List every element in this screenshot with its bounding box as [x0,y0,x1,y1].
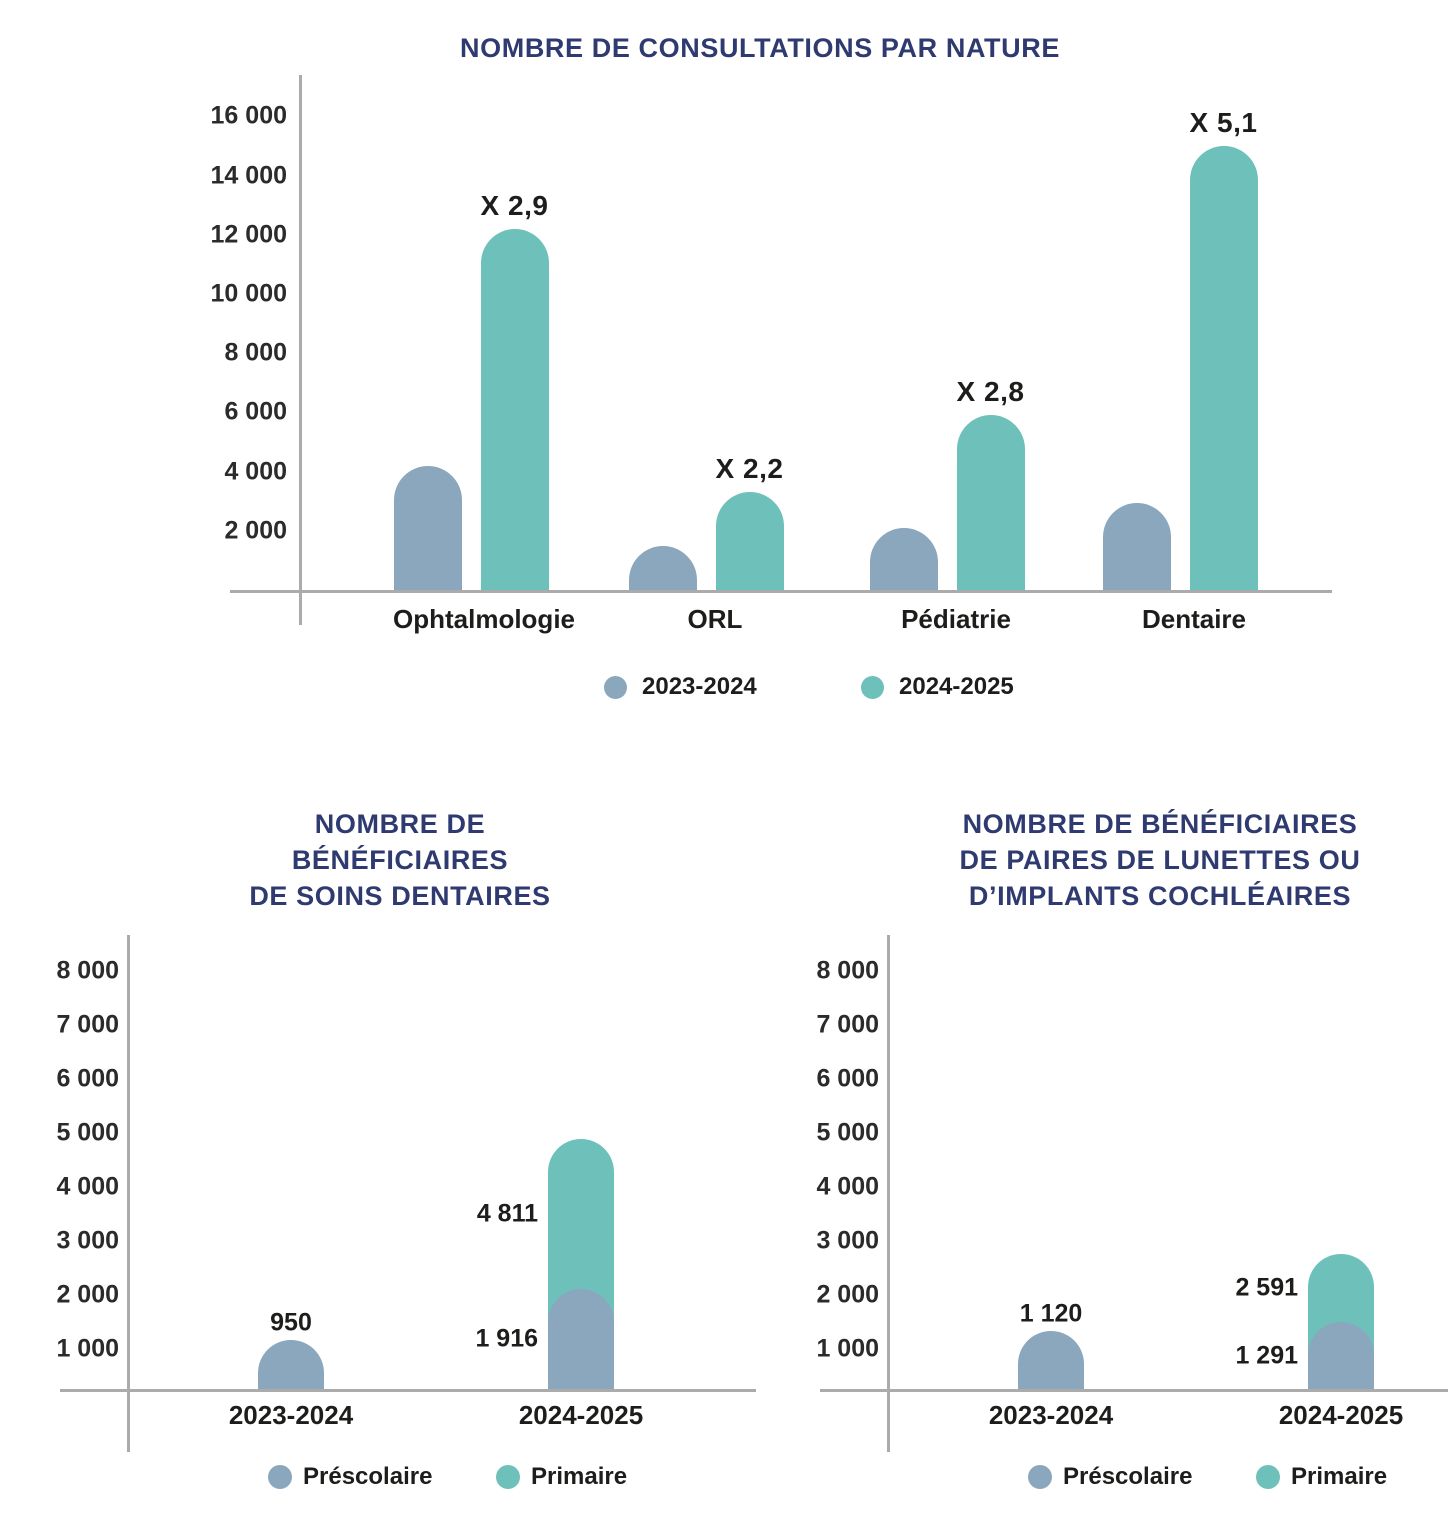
category-label-orl: ORL [687,604,743,634]
chart-title-line: NOMBRE DE CONSULTATIONS PAR NATURE [460,33,1060,63]
legend-label-prescolaire: Préscolaire [1063,1463,1193,1490]
legend-swatch-prescolaire [1028,1465,1052,1489]
x-axis-line [60,1389,756,1392]
x-axis-line [230,590,1332,593]
y-tick-label: 7 000 [56,1010,119,1039]
y-axis-line [299,75,302,625]
legend-item-2024-2025: 2024-2025 [861,673,1014,701]
legend-label-prescolaire: Préscolaire [303,1463,433,1490]
legend-label-2023-2024: 2023-2024 [642,673,757,700]
chart-title-consultations: NOMBRE DE CONSULTATIONS PAR NATURE [65,30,1455,66]
bar-pediatrie-2023-2024 [869,528,938,590]
category-label-2023-2024: 2023-2024 [988,1400,1114,1430]
y-tick-label: 2 000 [56,1280,119,1309]
legend-item-prescolaire-right: Préscolaire [1028,1463,1192,1491]
y-tick-label: 2 000 [816,1280,879,1309]
y-tick-label: 8 000 [56,956,119,985]
legend-swatch-2024-2025 [861,675,884,699]
y-tick-label: 8 000 [816,956,879,985]
legend-item-2023-2024: 2023-2024 [604,673,757,701]
multiplier-label-pediatrie: X 2,8 [956,376,1025,407]
y-tick-label: 1 000 [816,1334,879,1363]
chart-title-line: NOMBRE DE BÉNÉFICIAIRES [962,809,1358,839]
y-tick-label: 4 000 [816,1172,879,1201]
bar-orl-2023-2024 [628,546,697,590]
bar-dentaire-2023-2024 [1102,503,1171,590]
legend-swatch-primaire [1256,1465,1280,1489]
bar-orl-2024-2025 [715,492,784,590]
chart-title-lunettes-implants: NOMBRE DE BÉNÉFICIAIRES DE PAIRES DE LUN… [865,806,1455,914]
legend-label-primaire: Primaire [1291,1463,1388,1490]
y-tick-label: 1 000 [56,1334,119,1363]
legend-item-prescolaire-left: Préscolaire [268,1463,432,1491]
chart-title-line: D’IMPLANTS COCHLÉAIRES [968,881,1352,911]
multiplier-label-orl: X 2,2 [715,453,784,484]
bar-2023-2024-prescolaire [1018,1331,1084,1389]
legend-item-primaire-left: Primaire [496,1463,627,1491]
y-axis-line [887,935,890,1452]
value-label-prescolaire-2024-2025: 1 916 [475,1324,538,1353]
y-tick-label: 8 000 [224,338,287,367]
category-label-ophtalmologie: Ophtalmologie [393,604,575,634]
bar-2024-2025-prescolaire [548,1289,614,1389]
value-label-primaire-2024-2025: 4 811 [476,1199,538,1228]
legend-label-primaire: Primaire [531,1463,628,1490]
legend-label-2024-2025: 2024-2025 [899,673,1014,700]
y-tick-label: 3 000 [56,1226,119,1255]
y-tick-label: 12 000 [210,220,287,249]
y-tick-label: 16 000 [210,101,287,130]
y-tick-label: 6 000 [224,397,287,426]
y-tick-label: 2 000 [224,516,287,545]
y-tick-label: 3 000 [816,1226,879,1255]
category-label-2024-2025: 2024-2025 [518,1400,644,1430]
y-tick-label: 4 000 [56,1172,119,1201]
legend-swatch-prescolaire [268,1465,292,1489]
category-label-2024-2025: 2024-2025 [1278,1400,1404,1430]
y-axis-line [127,935,130,1452]
y-tick-label: 4 000 [224,457,287,486]
chart-title-line: DE PAIRES DE LUNETTES OU [959,845,1361,875]
bar-2023-2024-prescolaire [258,1340,324,1389]
y-tick-label: 6 000 [816,1064,879,1093]
multiplier-label-dentaire: X 5,1 [1189,107,1258,138]
legend-swatch-2023-2024 [604,675,627,699]
category-label-2023-2024: 2023-2024 [228,1400,354,1430]
y-tick-label: 14 000 [210,161,287,190]
value-label-primaire-2024-2025: 2 591 [1235,1273,1298,1302]
bar-ophtalmologie-2023-2024 [393,466,462,590]
bar-2024-2025-prescolaire [1308,1322,1374,1389]
chart-title-soins-dentaires: NOMBRE DE BÉNÉFICIAIRES DE SOINS DENTAIR… [0,806,800,914]
category-label-pediatrie: Pédiatrie [901,604,1011,634]
value-label-prescolaire-2024-2025: 1 291 [1235,1341,1298,1369]
value-label-prescolaire-2023-2024: 1 120 [1019,1299,1083,1328]
legend-swatch-primaire [496,1465,520,1489]
y-tick-label: 5 000 [816,1118,879,1147]
category-label-dentaire: Dentaire [1141,604,1247,634]
value-label-prescolaire-2023-2024: 950 [270,1308,312,1337]
y-tick-label: 5 000 [56,1118,119,1147]
bar-dentaire-2024-2025 [1189,146,1258,590]
bar-pediatrie-2024-2025 [956,415,1025,590]
y-tick-label: 6 000 [56,1064,119,1093]
chart-title-line: NOMBRE DE [314,809,486,839]
chart-title-line: DE SOINS DENTAIRES [249,881,551,911]
chart-title-line: BÉNÉFICIAIRES [291,845,509,875]
y-tick-label: 7 000 [816,1010,879,1039]
bar-ophtalmologie-2024-2025 [480,229,549,590]
legend-item-primaire-right: Primaire [1256,1463,1387,1491]
multiplier-label-ophtalmologie: X 2,9 [480,190,549,221]
y-tick-label: 10 000 [210,279,287,308]
x-axis-line [820,1389,1448,1392]
